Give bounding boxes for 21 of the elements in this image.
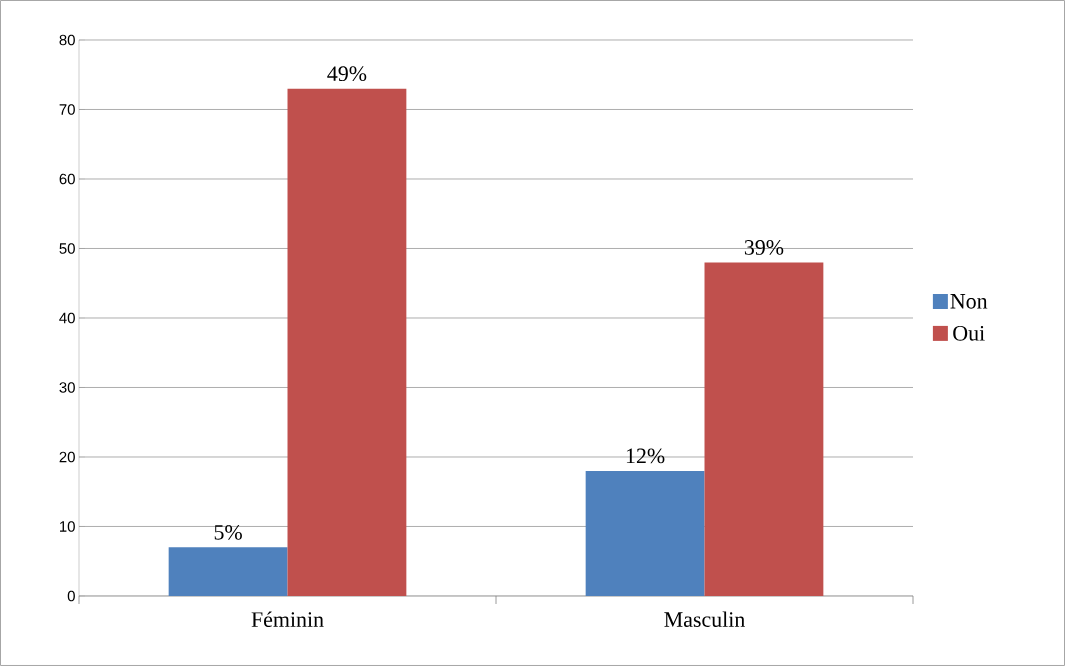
annotation: 12% <box>626 448 665 464</box>
legend-label: Oui <box>953 325 985 341</box>
y-tick-label: 80 <box>59 34 75 46</box>
y-tick-label: 70 <box>59 104 75 115</box>
x-tick-label: Masculin <box>664 611 745 627</box>
y-tick-label: 0 <box>67 590 75 602</box>
x-tick-label: Féminin <box>251 611 324 627</box>
y-tick-label: 30 <box>59 382 75 393</box>
legend-label: Non <box>950 294 988 309</box>
y-tick-label: 60 <box>59 173 75 185</box>
y-tick-label: 50 <box>59 243 75 254</box>
y-tick-label: 10 <box>60 521 75 532</box>
annotation: 39% <box>744 240 784 255</box>
annotation: 49% <box>327 66 367 82</box>
y-tick-label: 20 <box>59 451 75 463</box>
bar <box>168 547 288 596</box>
y-tick-label: 40 <box>59 312 75 324</box>
bar <box>585 470 705 596</box>
bar <box>704 262 824 596</box>
annotation: 5% <box>214 524 242 540</box>
bar <box>287 88 407 596</box>
